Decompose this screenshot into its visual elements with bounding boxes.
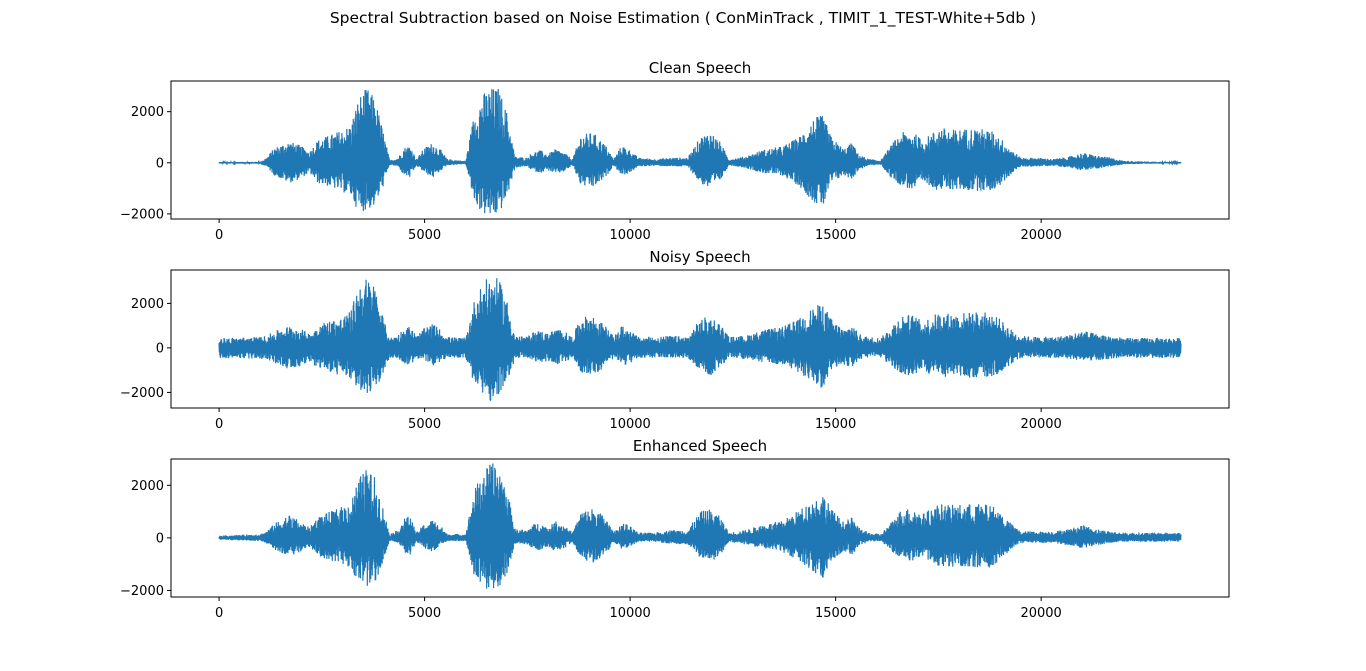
xtick-label-2-4: 20000 [1020, 417, 1061, 432]
ytick-label-2-1: 0 [156, 341, 164, 356]
waveform-line-2 [218, 278, 1182, 401]
ytick-label-3-2: 2000 [131, 479, 164, 494]
ytick-label-3-1: 0 [156, 531, 164, 546]
ytick-label-2-0: −2000 [120, 386, 164, 401]
ytick-label-1-0: −2000 [120, 207, 164, 222]
xtick-label-1-2: 10000 [609, 228, 650, 243]
waveform-line-1 [218, 89, 1182, 214]
axes-frame-3 [170, 458, 1230, 598]
xtick-label-1-4: 20000 [1020, 228, 1061, 243]
xtick-label-1-1: 5000 [408, 228, 441, 243]
xtick-label-2-0: 0 [215, 417, 223, 432]
ytick-label-1-1: 0 [156, 156, 164, 171]
ytick-label-1-2: 2000 [131, 105, 164, 120]
xtick-label-3-0: 0 [215, 606, 223, 621]
subplot-title-2: Noisy Speech [649, 248, 750, 266]
figure-suptitle: Spectral Subtraction based on Noise Esti… [329, 9, 1037, 27]
xtick-label-3-2: 10000 [609, 606, 650, 621]
xtick-label-3-3: 15000 [815, 606, 856, 621]
ytick-label-2-2: 2000 [131, 297, 164, 312]
xtick-label-2-1: 5000 [408, 417, 441, 432]
xtick-label-3-4: 20000 [1020, 606, 1061, 621]
ytick-label-3-0: −2000 [120, 584, 164, 599]
subplot-title-1: Clean Speech [649, 59, 752, 77]
xtick-label-3-1: 5000 [408, 606, 441, 621]
subplot-title-3: Enhanced Speech [633, 437, 767, 455]
xtick-label-1-0: 0 [215, 228, 223, 243]
axes-frame-2 [170, 269, 1230, 409]
xtick-label-1-3: 15000 [815, 228, 856, 243]
waveform-line-3 [218, 463, 1182, 589]
xtick-label-2-3: 15000 [815, 417, 856, 432]
axes-frame-1 [170, 80, 1230, 220]
xtick-label-2-2: 10000 [609, 417, 650, 432]
